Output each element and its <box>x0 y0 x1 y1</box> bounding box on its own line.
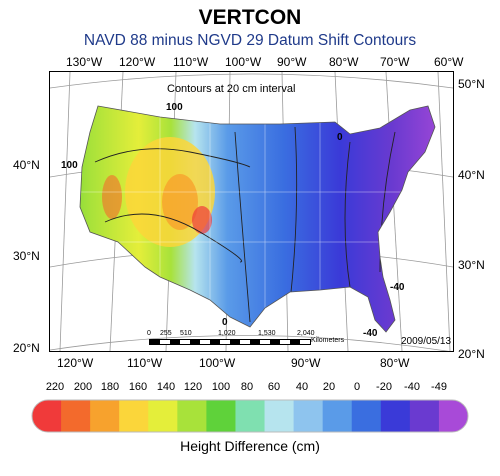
lat-label-right: 30°N <box>458 258 485 272</box>
legend-swatch <box>119 400 149 432</box>
legend-tick: 180 <box>100 381 120 393</box>
legend-title: Height Difference (cm) <box>180 438 320 454</box>
legend-tick: -49 <box>431 381 447 393</box>
legend-swatch <box>148 400 178 432</box>
legend-tick: 120 <box>183 381 203 393</box>
legend-tick: 20 <box>322 381 336 393</box>
legend-swatch <box>61 400 91 432</box>
contour-label: 0 <box>337 132 343 143</box>
lat-label-left: 30°N <box>13 249 40 263</box>
legend-swatch <box>90 400 120 432</box>
lon-label-top: 80°W <box>329 55 359 69</box>
lon-label-bottom: 80°W <box>380 356 410 370</box>
legend-swatch <box>206 400 236 432</box>
lat-label-right: 20°N <box>458 347 485 361</box>
map-subtitle: NAVD 88 minus NGVD 29 Datum Shift Contou… <box>83 32 417 49</box>
legend-swatch <box>177 400 207 432</box>
scale-tick: 510 <box>180 330 192 337</box>
legend-tick: 40 <box>295 381 309 393</box>
lon-label-top: 60°W <box>434 55 464 69</box>
contour-label: -40 <box>363 328 378 339</box>
scale-tick: 255 <box>160 330 172 337</box>
lat-label-right: 40°N <box>458 168 485 182</box>
lat-label-left: 40°N <box>13 158 40 172</box>
lon-label-top: 110°W <box>173 55 209 69</box>
legend-tick: 160 <box>128 381 148 393</box>
scale-unit: Kilometers <box>311 337 345 344</box>
legend-tick: -20 <box>376 381 392 393</box>
lon-label-top: 120°W <box>119 55 156 69</box>
lon-label-top: 90°W <box>277 55 307 69</box>
legend-swatch <box>293 400 324 432</box>
lon-label-bottom: 110°W <box>127 356 163 370</box>
legend-colorbar <box>31 399 469 433</box>
legend-swatch <box>380 400 411 432</box>
lat-label-left: 20°N <box>13 341 40 355</box>
map-date: 2009/05/13 <box>401 336 452 347</box>
legend-swatch <box>235 400 266 432</box>
map-frame: Contours at 20 cm interval 100 100 0 0 -… <box>49 71 454 352</box>
lon-label-bottom: 100°W <box>199 356 236 370</box>
legend-tick: -40 <box>404 381 420 393</box>
legend-tick: 140 <box>156 381 176 393</box>
legend-tick: 200 <box>73 381 93 393</box>
lon-label-top: 130°W <box>66 55 103 69</box>
lon-label-top: 70°W <box>380 55 410 69</box>
interval-note: Contours at 20 cm interval <box>167 83 296 95</box>
contour-label: -40 <box>390 282 405 293</box>
legend-tick: 100 <box>211 381 231 393</box>
legend-tick: 80 <box>240 381 254 393</box>
lon-label-bottom: 120°W <box>57 356 94 370</box>
scale-tick: 2,040 <box>297 330 315 337</box>
scale-tick: 1,020 <box>218 330 236 337</box>
legend-tick: 0 <box>353 381 361 393</box>
contour-label: 0 <box>222 317 228 328</box>
scale-tick: 1,530 <box>258 330 276 337</box>
scale-bar: 0 255 510 1,020 1,530 2,040 Kilometers <box>147 330 347 350</box>
contour-label: 100 <box>61 160 78 171</box>
legend-tick: 220 <box>45 381 65 393</box>
lon-label-top: 100°W <box>225 55 262 69</box>
legend-swatch <box>438 400 468 432</box>
legend-swatch <box>351 400 382 432</box>
legend-swatch <box>322 400 353 432</box>
lon-label-bottom: 90°W <box>291 356 321 370</box>
map-title: VERTCON <box>198 6 302 29</box>
scale-tick: 0 <box>147 330 151 337</box>
us-outline <box>79 105 436 333</box>
contour-label: 100 <box>166 102 183 113</box>
lat-label-right: 50°N <box>458 77 485 91</box>
legend-swatch <box>409 400 440 432</box>
legend-tick: 60 <box>267 381 281 393</box>
contour-map <box>50 72 453 351</box>
legend-swatch <box>264 400 295 432</box>
legend-swatch <box>32 400 62 432</box>
